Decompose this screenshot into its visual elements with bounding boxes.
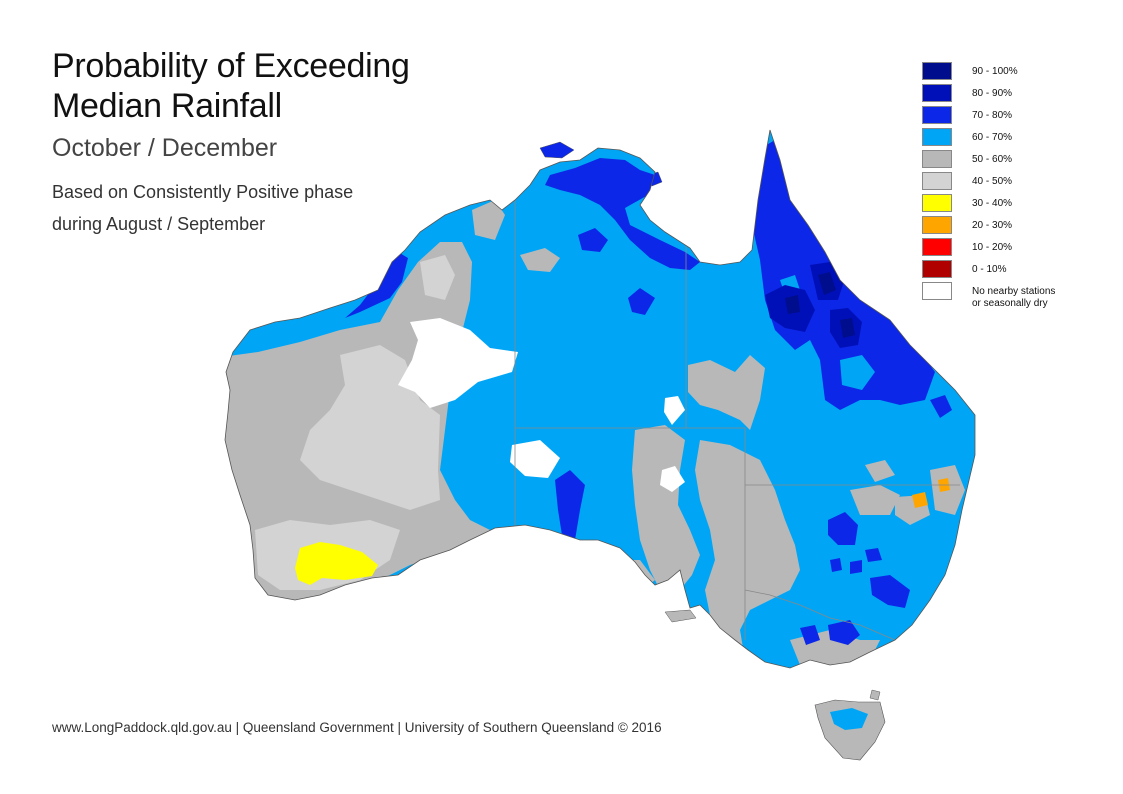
region-wa-yellow [295, 542, 378, 585]
region-vic-blue-1 [828, 620, 860, 645]
region-wa-gray-north [472, 200, 505, 240]
legend-swatch [922, 194, 952, 212]
region-white-lake-eyre [660, 466, 685, 492]
legend-label-text: 10 - 20% [972, 242, 1013, 253]
region-sa-gray-east [695, 440, 800, 660]
legend-label: 70 - 80% [972, 106, 1012, 122]
region-nt-gray [520, 248, 560, 272]
map-legend: 90 - 100% 80 - 90% 70 - 80% 60 - 70% 50 - 60… [922, 62, 1055, 309]
region-qld-darkestblue-1 [818, 272, 836, 295]
map-title-line2: Median Rainfall [52, 87, 282, 125]
region-qld-inner-lightblue [840, 355, 875, 390]
legend-swatch [922, 62, 952, 80]
region-nsw-blue-4 [830, 558, 842, 572]
map-title: Probability of Exceeding Median Rainfall [52, 46, 410, 126]
region-nsw-blue-5 [850, 560, 862, 574]
legend-label-text: 90 - 100% [972, 66, 1018, 77]
legend-item: 50 - 60% [922, 150, 1055, 172]
legend-swatch [922, 282, 952, 300]
legend-label-text: 30 - 40% [972, 198, 1013, 209]
footer-credits: www.LongPaddock.qld.gov.au | Queensland … [52, 720, 662, 735]
legend-item: 30 - 40% [922, 194, 1055, 216]
region-qld-darkestblue-2 [840, 318, 855, 338]
legend-label-text: No nearby stations [972, 286, 1056, 297]
region-qld-gray [688, 355, 765, 430]
legend-item: 40 - 50% [922, 172, 1055, 194]
legend-label: 90 - 100% [972, 62, 1018, 78]
legend-label-text: 80 - 90% [972, 88, 1013, 99]
legend-swatch [922, 216, 952, 234]
region-sa-blue-1 [555, 470, 585, 540]
phase-line1: Based on Consistently Positive phase [52, 182, 354, 202]
legend-swatch [922, 84, 952, 102]
region-nsw-blue-3 [865, 548, 882, 562]
region-sa-gray [632, 425, 700, 600]
map-title-line1: Probability of Exceeding [52, 47, 410, 85]
region-qld-gray-2 [865, 460, 895, 482]
region-white-sa [510, 440, 560, 478]
tasmania [814, 689, 886, 761]
region-qld-darkestblue-3 [785, 295, 800, 314]
legend-label-text: 0 - 10% [972, 264, 1007, 275]
region-nsw-gray [850, 485, 900, 515]
legend-label-text: 70 - 80% [972, 110, 1013, 121]
phase-description: Based on Consistently Positive phase dur… [52, 176, 353, 240]
legend-label: 10 - 20% [972, 238, 1012, 254]
probability-regions [225, 130, 975, 668]
legend-label-text: 20 - 30% [972, 220, 1013, 231]
legend-label: 30 - 40% [972, 194, 1012, 210]
region-qld-blue-coast [930, 395, 952, 418]
legend-item: 20 - 30% [922, 216, 1055, 238]
region-wa-lightgray-2 [420, 255, 455, 300]
melville-island [539, 141, 575, 159]
legend-label: No nearby stations or seasonally dry [972, 282, 1055, 310]
legend-label: 50 - 60% [972, 150, 1012, 166]
legend-label: 60 - 70% [972, 128, 1012, 144]
legend-label: 80 - 90% [972, 84, 1012, 100]
region-white-central-wa [398, 318, 518, 408]
legend-item: 70 - 80% [922, 106, 1055, 128]
legend-item: 80 - 90% [922, 84, 1055, 106]
legend-swatch [922, 238, 952, 256]
legend-item: No nearby stations or seasonally dry [922, 282, 1055, 309]
legend-label-text: 60 - 70% [972, 132, 1013, 143]
legend-label: 20 - 30% [972, 216, 1012, 232]
legend-swatch [922, 260, 952, 278]
region-nt-blue-1 [578, 228, 608, 252]
legend-item: 10 - 20% [922, 238, 1055, 260]
legend-label-text-line2: or seasonally dry [972, 298, 1048, 309]
legend-label-text: 50 - 60% [972, 154, 1013, 165]
legend-label: 40 - 50% [972, 172, 1012, 188]
legend-swatch [922, 106, 952, 124]
kangaroo-island [664, 609, 697, 623]
phase-line2: during August / September [52, 214, 266, 234]
legend-swatch [922, 128, 952, 146]
legend-label: 0 - 10% [972, 260, 1006, 276]
legend-label-text: 40 - 50% [972, 176, 1013, 187]
legend-swatch [922, 150, 952, 168]
region-nsw-blue-2 [870, 575, 910, 608]
legend-item: 0 - 10% [922, 260, 1055, 282]
region-nt-blue-2 [628, 288, 655, 315]
legend-item: 60 - 70% [922, 128, 1055, 150]
region-vic-blue-2 [800, 625, 820, 645]
region-white-nt [664, 396, 685, 425]
legend-swatch [922, 172, 952, 190]
legend-item: 90 - 100% [922, 62, 1055, 84]
region-orange-spot-1 [912, 492, 928, 508]
region-nsw-blue-1 [828, 512, 858, 545]
period-subtitle: October / December [52, 134, 278, 162]
region-topend-blue [545, 158, 700, 270]
state-borders [514, 195, 960, 641]
